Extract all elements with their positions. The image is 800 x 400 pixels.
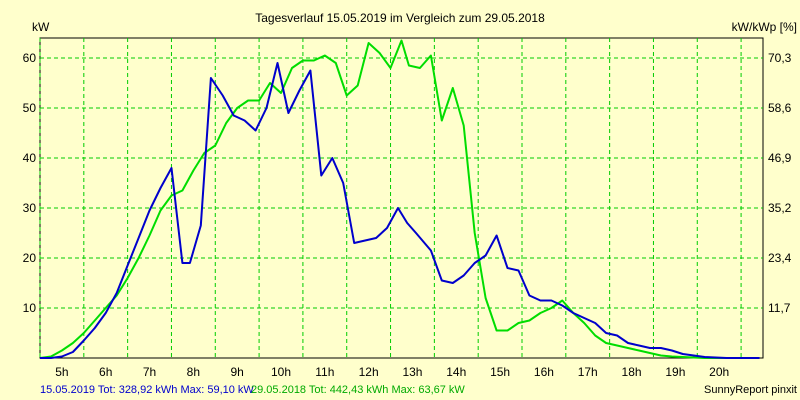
y-tick-label-left: 30 xyxy=(23,201,37,215)
x-tick-label: 11h xyxy=(315,365,334,379)
brand-label: SunnyReport pinxit xyxy=(704,384,797,396)
y-axis-left-label: kW xyxy=(32,20,50,34)
y-tick-label-left: 60 xyxy=(23,51,37,65)
x-tick-label: 12h xyxy=(359,365,379,379)
y-tick-label-right: 58,6 xyxy=(768,101,792,115)
y-tick-label-left: 50 xyxy=(23,101,37,115)
x-tick-label: 13h xyxy=(402,365,422,379)
x-tick-label: 7h xyxy=(143,365,156,379)
x-tick-label: 10h xyxy=(271,365,291,379)
ticks-layer: 10 11,7 20 23,4 30 35,2 40 46,9 50 58,6 60 70,3 5h 6h… xyxy=(23,51,792,379)
x-tick-label: 6h xyxy=(99,365,112,379)
x-tick-label: 15h xyxy=(490,365,510,379)
series-layer xyxy=(39,39,760,359)
chart-title: Tagesverlauf 15.05.2019 im Vergleich zum… xyxy=(255,11,545,25)
y-tick-label-right: 23,4 xyxy=(768,251,792,265)
x-tick-label: 19h xyxy=(665,365,685,379)
y-tick-label-left: 10 xyxy=(23,301,37,315)
y-tick-label-left: 40 xyxy=(23,151,37,165)
x-tick-label: 8h xyxy=(187,365,200,379)
y-tick-label-left: 20 xyxy=(23,251,37,265)
x-tick-label: 18h xyxy=(622,365,642,379)
y-tick-label-right: 35,2 xyxy=(768,201,792,215)
y-tick-label-right: 70,3 xyxy=(768,51,792,65)
legend-series-2018: 29.05.2018 Tot: 442,43 kWh Max: 63,67 kW xyxy=(251,384,465,396)
x-tick-label: 20h xyxy=(709,365,729,379)
legend-series-2019: 15.05.2019 Tot: 328,92 kWh Max: 59,10 kW xyxy=(40,384,254,396)
x-tick-label: 14h xyxy=(446,365,466,379)
x-tick-label: 17h xyxy=(578,365,598,379)
plot-area xyxy=(39,37,764,359)
x-tick-label: 5h xyxy=(55,365,68,379)
y-tick-label-right: 11,7 xyxy=(768,301,791,315)
series-line-2019 xyxy=(40,62,760,359)
y-axis-right-label: kW/kWp [%] xyxy=(732,20,797,34)
series-line-2018 xyxy=(39,39,760,359)
x-tick-label: 9h xyxy=(231,365,244,379)
y-tick-label-right: 46,9 xyxy=(768,151,792,165)
x-tick-label: 16h xyxy=(534,365,554,379)
